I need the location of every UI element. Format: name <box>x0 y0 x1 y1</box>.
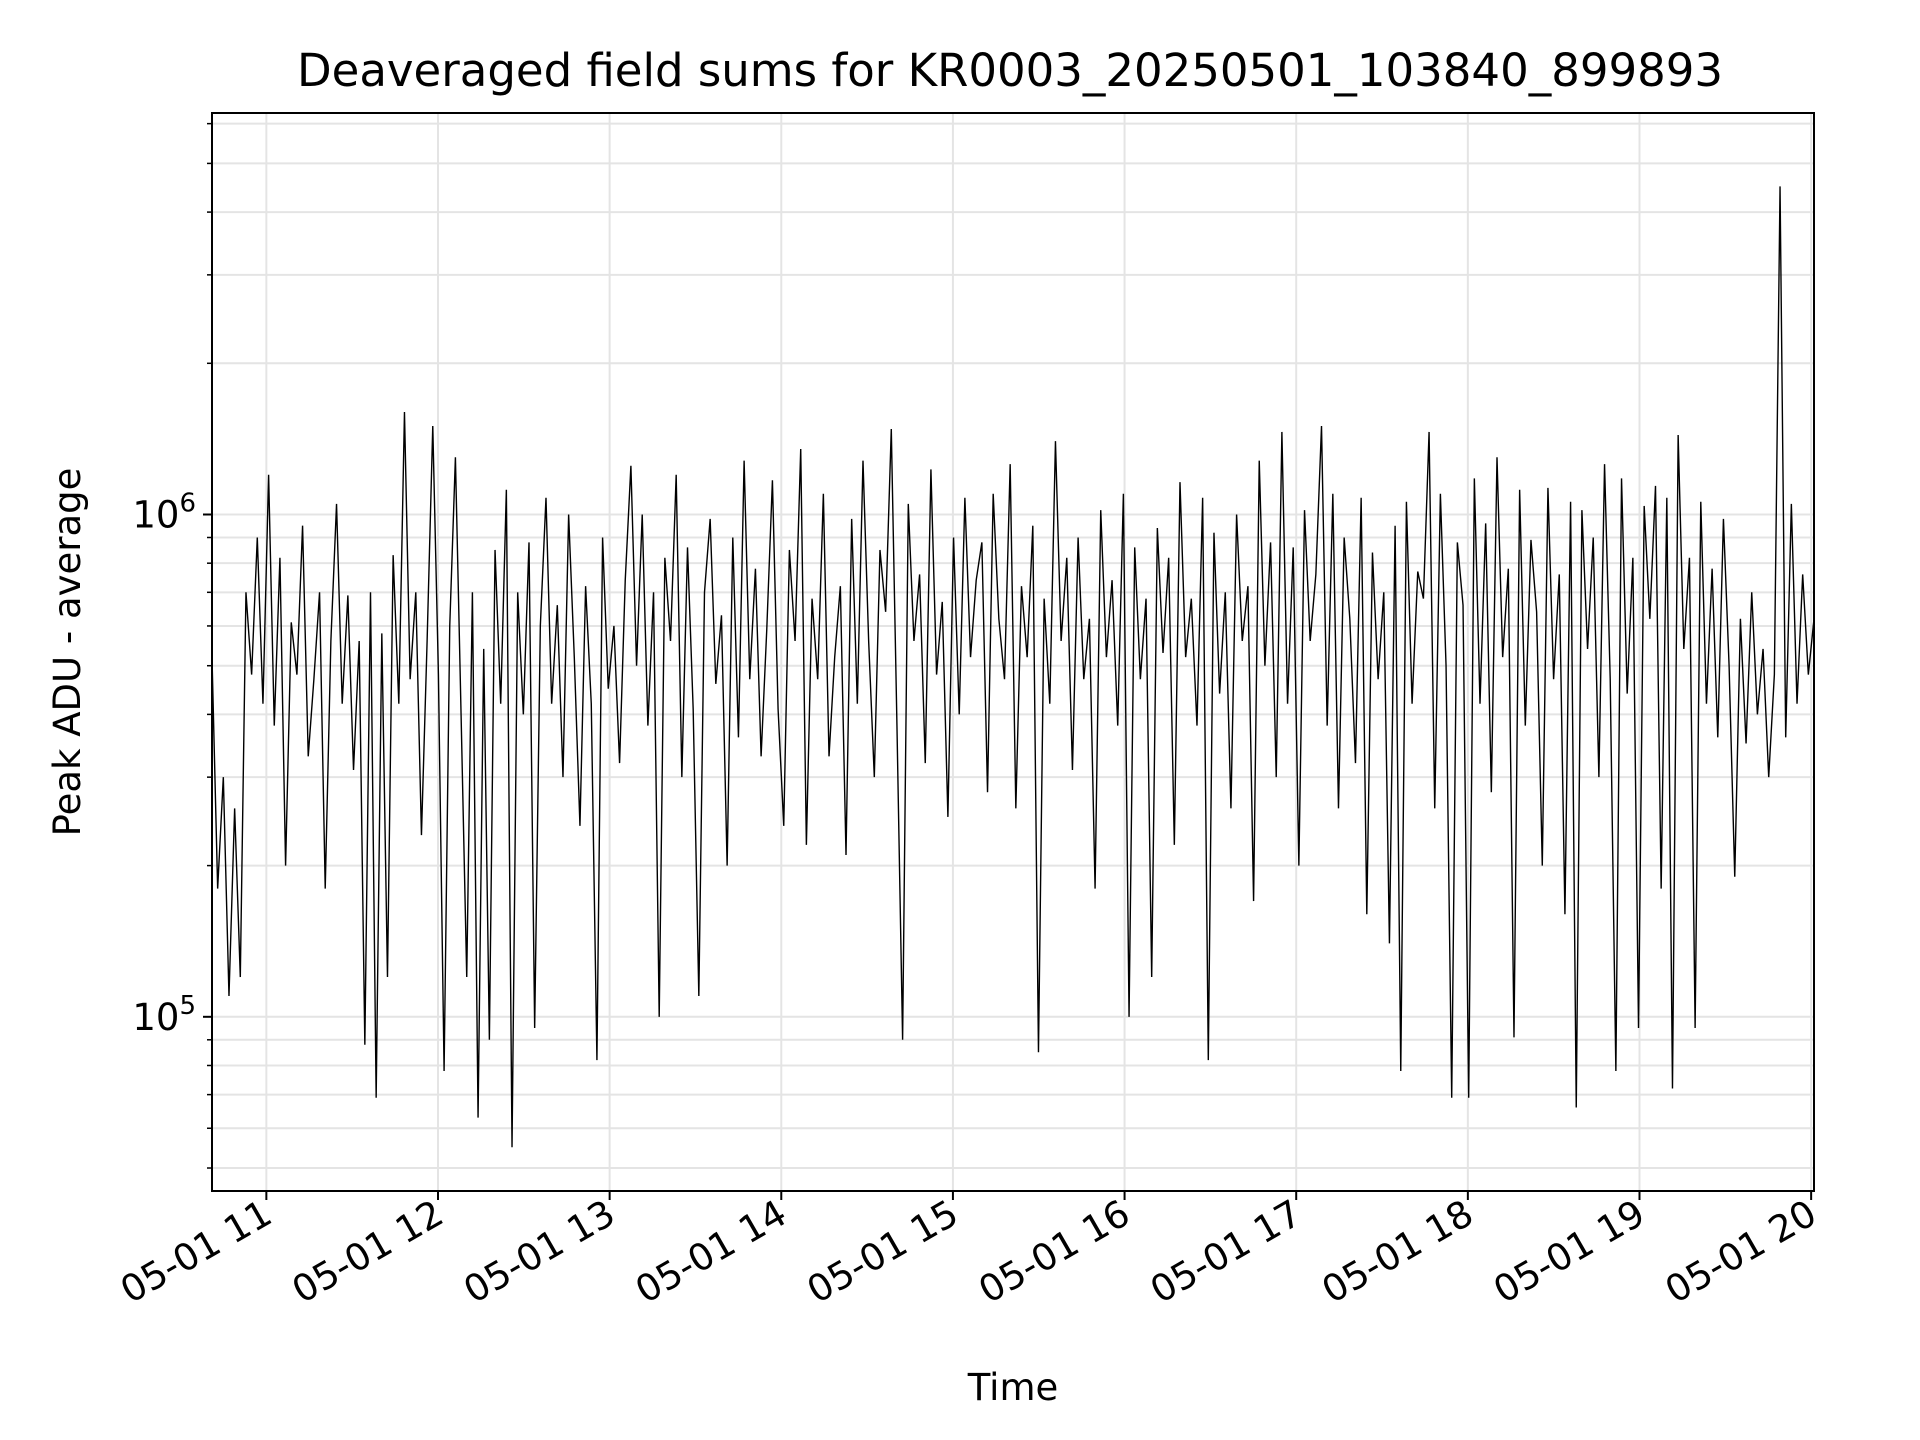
y-tick-label: 105 <box>132 991 196 1039</box>
series-line <box>211 186 1815 1148</box>
series-layer <box>211 186 1815 1148</box>
y-axis-label: Peak ADU - average <box>46 468 89 837</box>
x-axis-label: Time <box>967 1366 1059 1409</box>
y-tick-label: 106 <box>132 489 196 537</box>
chart-title: Deaveraged field sums for KR0003_2025050… <box>297 44 1723 97</box>
plot-frame <box>211 112 1815 1192</box>
